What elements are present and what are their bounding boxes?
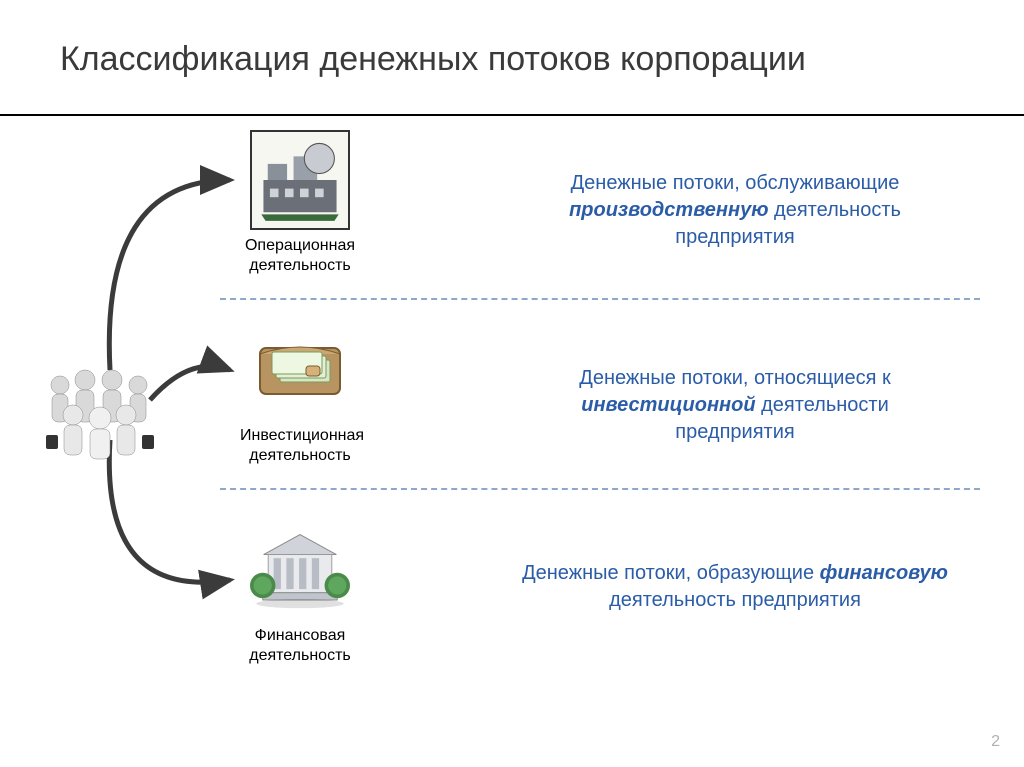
page-title: Классификация денежных потоков корпораци… (60, 40, 806, 79)
desc-investment-em: инвестиционной (581, 394, 755, 416)
row-divider-1 (220, 298, 980, 300)
wallet-money-icon (250, 320, 350, 420)
desc-investment: Денежные потоки, относящиеся к инвестици… (520, 365, 950, 446)
desc-operational-prefix: Денежные потоки, обслуживающие (571, 172, 900, 194)
node-investment: Инвестиционная деятельность (240, 320, 360, 466)
source-people-group (40, 360, 160, 460)
caption-financial: Финансовая деятельность (240, 626, 360, 666)
desc-financial-prefix: Денежные потоки, образующие (522, 562, 820, 584)
desc-operational: Денежные потоки, обслуживающие производс… (520, 170, 950, 251)
node-financial: Финансовая деятельность (240, 520, 360, 666)
desc-financial-suffix: деятельность предприятия (609, 589, 861, 611)
desc-financial-em: финансовую (820, 562, 948, 584)
factory-icon (250, 130, 350, 230)
desc-operational-em: производственную (569, 199, 768, 221)
arrow-operational (109, 180, 230, 370)
title-divider (0, 114, 1024, 116)
node-operational: Операционная деятельность (240, 130, 360, 276)
desc-financial: Денежные потоки, образующие финансовую д… (520, 560, 950, 614)
caption-investment: Инвестиционная деятельность (240, 426, 360, 466)
page-number: 2 (991, 733, 1000, 751)
bank-building-icon (250, 520, 350, 620)
desc-investment-prefix: Денежные потоки, относящиеся к (579, 367, 890, 389)
arrow-investment (150, 366, 230, 400)
arrow-financial (109, 440, 230, 582)
people-group-icon (40, 360, 160, 460)
caption-operational: Операционная деятельность (240, 236, 360, 276)
row-divider-2 (220, 488, 980, 490)
